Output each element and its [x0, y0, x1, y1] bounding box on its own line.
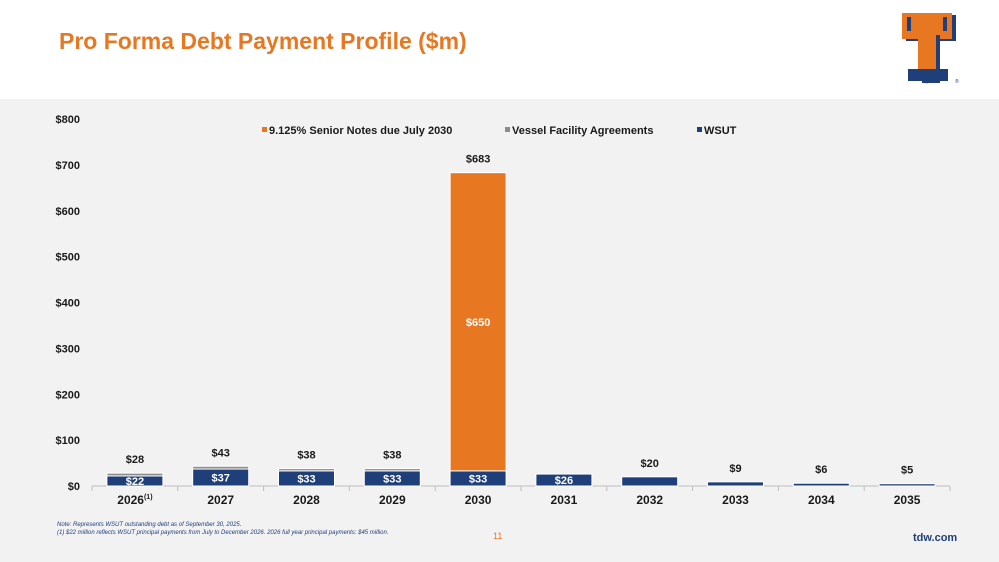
- footnote-line-1: Note: Represents WSUT outstanding debt a…: [57, 522, 242, 528]
- bar-total-label: $28: [126, 454, 144, 466]
- legend-marker: [697, 127, 702, 132]
- website-link[interactable]: tdw.com: [913, 532, 958, 544]
- svg-text:®: ®: [955, 78, 959, 85]
- bar-total-label: $20: [641, 458, 659, 470]
- bar-segment: [449, 172, 507, 472]
- bar-segment-label: $33: [297, 473, 315, 485]
- bar-segment: [278, 468, 335, 472]
- x-tick-label: 2034: [808, 493, 835, 507]
- slide-title: Pro Forma Debt Payment Profile ($m): [59, 28, 467, 54]
- x-tick-label: 2031: [551, 493, 578, 507]
- bar-total-label: $38: [383, 450, 401, 462]
- bar-segment: [535, 473, 593, 487]
- y-tick-label: $500: [56, 252, 80, 264]
- x-tick-label: 2026(1): [117, 493, 152, 507]
- x-tick-footnote: (1): [144, 494, 153, 501]
- bar-segment-label: $33: [469, 473, 487, 485]
- y-tick-label: $700: [56, 160, 80, 172]
- bar-segment: [192, 465, 250, 470]
- y-tick-label: $800: [56, 114, 80, 126]
- x-tick-label: 2033: [722, 493, 749, 507]
- page-number: 11: [493, 531, 503, 541]
- y-tick-label: $100: [56, 435, 80, 447]
- bar-total-label: $683: [466, 154, 490, 166]
- footnote-line-2: (1) $22 million reflects WSUT principal …: [57, 530, 389, 536]
- bar-total-label: $9: [729, 463, 741, 475]
- bar-segment-label: $33: [383, 473, 401, 485]
- x-tick-label: 2027: [207, 493, 234, 507]
- legend-label: WSUT: [704, 125, 737, 137]
- x-tick-label: 2028: [293, 493, 320, 507]
- debt-payment-chart: $0 $100 $200 $300 $400 $500 $600 $700 $800 $22 $28…: [56, 114, 951, 507]
- bar-segment: [792, 482, 850, 487]
- chart-panel: $0 $100 $200 $300 $400 $500 $600 $700 $800 $22 $28…: [0, 99, 999, 562]
- y-tick-label: $600: [56, 206, 80, 218]
- y-tick-label: $200: [56, 389, 80, 401]
- bar-segment-label: $37: [212, 473, 230, 485]
- bar-total-label: $38: [297, 450, 315, 462]
- y-tick-label: $0: [68, 481, 80, 493]
- y-tick-label: $400: [56, 298, 80, 310]
- y-tick-label: $300: [56, 343, 80, 355]
- legend-label: Vessel Facility Agreements: [512, 125, 653, 137]
- bar-segment-label: $22: [126, 476, 144, 488]
- x-tick-label: 2035: [894, 493, 921, 507]
- x-tick-label: 2029: [379, 493, 406, 507]
- bar-total-label: $5: [901, 465, 913, 477]
- bar-segment: [707, 481, 764, 487]
- legend-label: 9.125% Senior Notes due July 2030: [269, 125, 452, 137]
- footnote: Note: Represents WSUT outstanding debt a…: [57, 521, 388, 537]
- bar-segment-label: $26: [555, 475, 573, 487]
- legend-marker: [262, 127, 267, 132]
- bar-segment: [878, 483, 936, 487]
- bar-segment: [363, 468, 421, 472]
- bar-segment: [106, 472, 164, 477]
- legend-marker: [505, 127, 510, 132]
- company-logo-icon: ®: [902, 13, 959, 85]
- bar-segment-label: $650: [466, 317, 490, 329]
- bar-total-label: $43: [212, 447, 230, 459]
- bar-total-label: $6: [815, 464, 827, 476]
- x-tick-label: 2032: [636, 493, 663, 507]
- bar-segment: [621, 476, 679, 487]
- x-tick-label: 2030: [465, 493, 492, 507]
